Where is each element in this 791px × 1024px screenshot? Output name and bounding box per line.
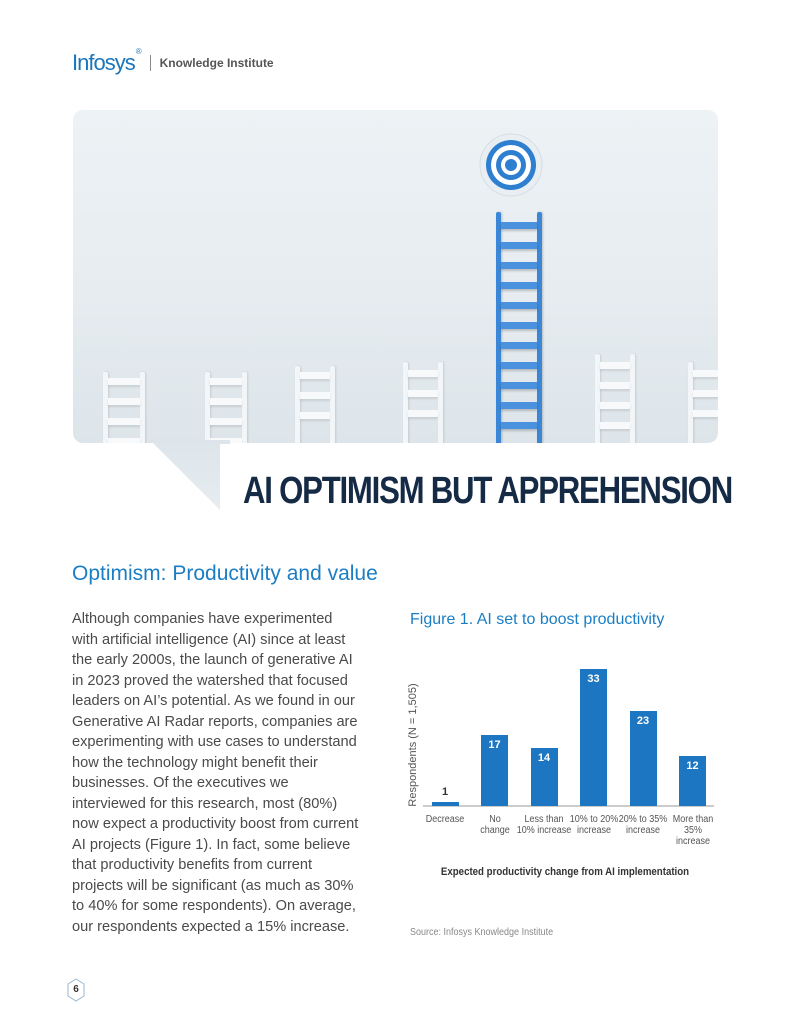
chart-bar [679, 756, 706, 806]
white-ladder [595, 354, 635, 443]
chart-y-axis-label: Respondents (N = 1,505) [407, 683, 419, 807]
white-ladder [403, 362, 443, 443]
hero-image [73, 110, 718, 443]
chart-bar [629, 710, 657, 806]
chart-data-label: 12 [686, 760, 699, 773]
chart-bar [530, 747, 558, 806]
infosys-logo: Infosys® [72, 46, 142, 75]
chart-category-label: Less than 10% increase [516, 814, 572, 836]
chart-category-label: 20% to 35% increase [618, 814, 668, 836]
chart-bar [431, 801, 459, 806]
figure-source: Source: Infosys Knowledge Institute [410, 927, 554, 938]
target-icon [479, 133, 543, 197]
figure-title: Figure 1. AI set to boost productivity [410, 611, 665, 628]
blue-ladder [496, 212, 542, 443]
page-number-badge [67, 978, 85, 1002]
page-header: Infosys® Knowledge Institute [72, 46, 274, 76]
section-title: Optimism: Productivity and value [72, 562, 378, 585]
page-headline: AI OPTIMISM BUT APPREHENSION [243, 470, 733, 512]
page-number: 6 [73, 984, 79, 995]
chart-data-label: 33 [587, 673, 600, 685]
chart-category-label: No change [479, 814, 510, 836]
chart-data-label: 23 [636, 714, 650, 727]
chart-data-label: 1 [441, 785, 449, 798]
chart-bar [481, 735, 508, 806]
chart-x-axis-label: Expected productivity change from AI imp… [440, 866, 690, 878]
white-ladder [205, 372, 247, 443]
white-ladder [688, 362, 718, 443]
headline-box [220, 444, 718, 529]
chart-data-label: 14 [537, 751, 551, 764]
chart-data-label: 17 [488, 739, 501, 752]
body-paragraph: Although companies have experimented wit… [72, 611, 359, 935]
hero-callout-tail [150, 440, 230, 520]
header-divider [149, 55, 151, 71]
chart-category-label: 10% to 20% increase [569, 814, 618, 836]
chart-category-label: More than 35% increase [672, 814, 713, 847]
white-ladder [103, 372, 145, 443]
white-ladder [295, 366, 335, 443]
chart-category-label: Decrease [425, 814, 465, 825]
header-subtitle: Knowledge Institute [159, 56, 274, 70]
chart-bar [580, 669, 607, 806]
